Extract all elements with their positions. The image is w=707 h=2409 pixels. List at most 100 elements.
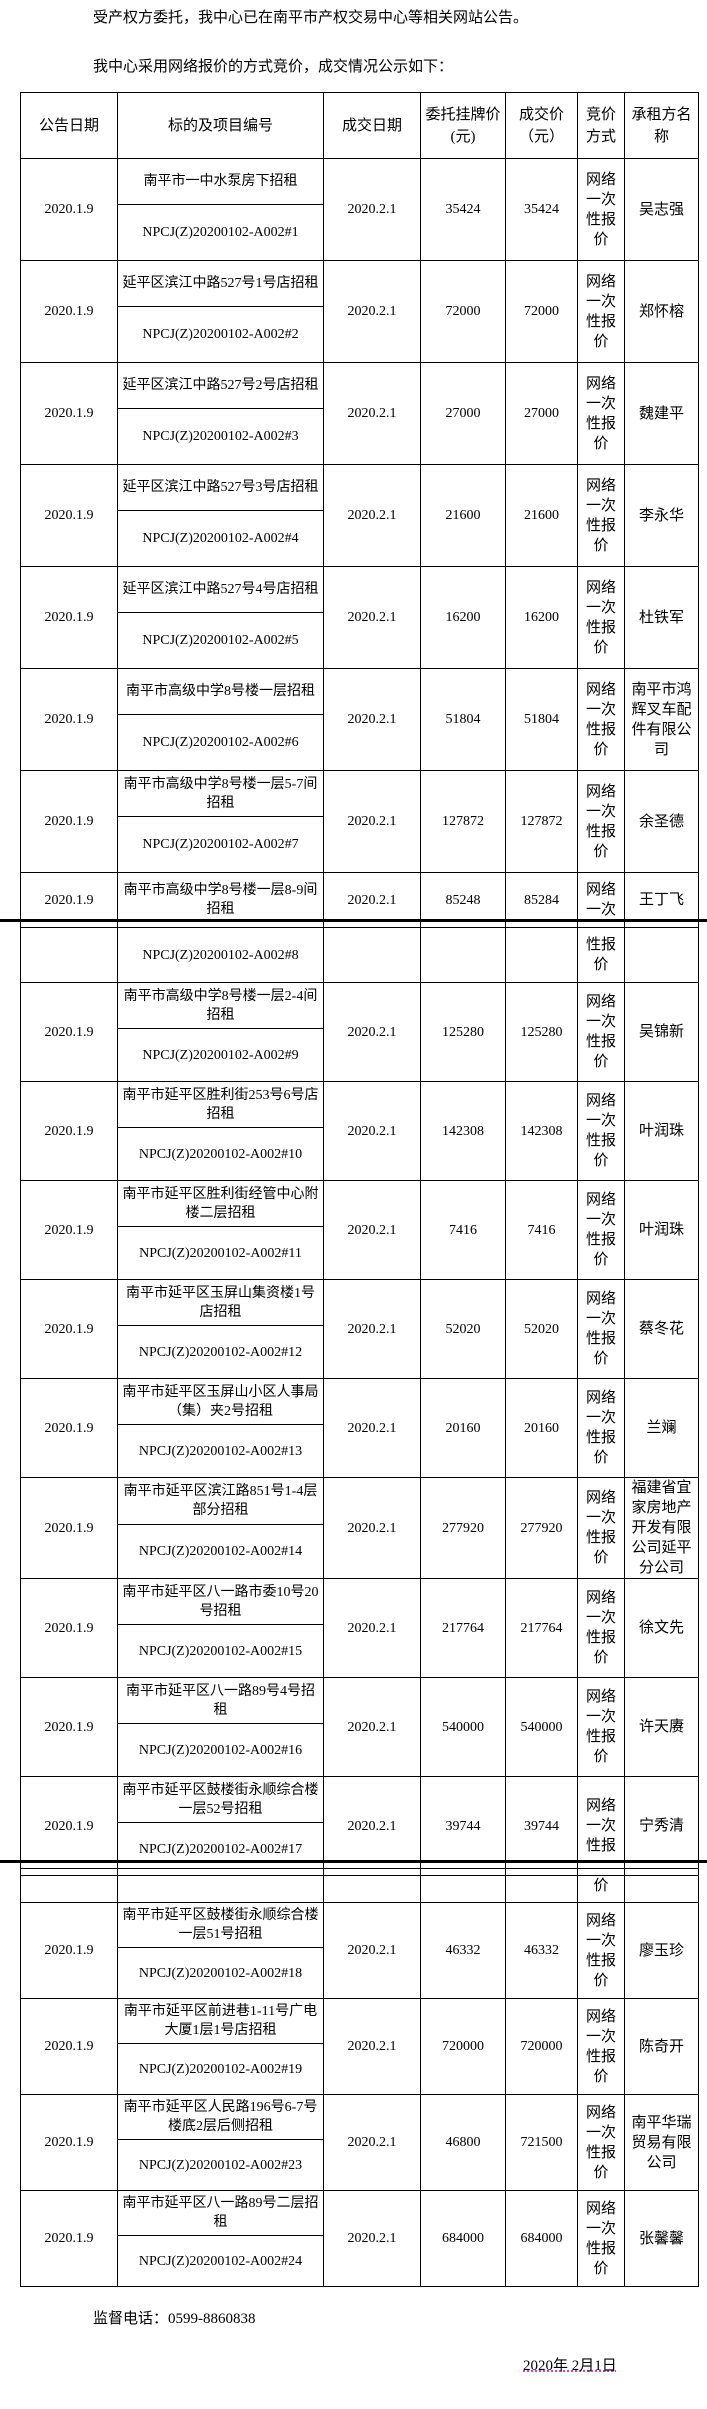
bid-method: 网络一次性报价 bbox=[577, 566, 625, 669]
list-price-empty bbox=[420, 1868, 506, 1903]
deal-price: 51804 bbox=[505, 668, 578, 771]
table-row-code: NPCJ(Z)20200102-A002#23 bbox=[21, 2139, 699, 2191]
item-title: 南平市延平区八一路市委10号20号招租 bbox=[117, 1578, 324, 1625]
table-row-code: NPCJ(Z)20200102-A002#5 bbox=[21, 612, 699, 669]
list-price: 720000 bbox=[420, 1998, 506, 2095]
bid-method: 性报价 bbox=[577, 927, 625, 983]
deal-price: 540000 bbox=[505, 1677, 578, 1777]
header-deal-price: 成交价（元） bbox=[505, 92, 578, 159]
item-code: NPCJ(Z)20200102-A002#3 bbox=[117, 408, 324, 465]
deal-date: 2020.2.1 bbox=[323, 1677, 421, 1777]
deal-date: 2020.2.1 bbox=[323, 260, 421, 363]
bid-method: 网络一次性报价 bbox=[577, 362, 625, 465]
list-price: 142308 bbox=[420, 1081, 506, 1181]
bid-method: 网络一次 bbox=[577, 872, 625, 928]
lessee-name: 郑怀榕 bbox=[624, 260, 699, 363]
deal-price: 85284 bbox=[505, 872, 578, 928]
table-header-row: 公告日期 标的及项目编号 成交日期 委托挂牌价(元) 成交价（元） 竞价方式 承租方名称 bbox=[20, 92, 699, 159]
deal-price: 72000 bbox=[505, 260, 578, 363]
item-title: 南平市高级中学8号楼一层8-9间招租 bbox=[117, 872, 324, 928]
page-break-divider bbox=[0, 1860, 707, 1863]
lessee-name: 余圣德 bbox=[624, 770, 699, 873]
item-title: 南平市延平区鼓楼街永顺综合楼一层51号招租 bbox=[117, 1902, 324, 1948]
item-code: NPCJ(Z)20200102-A002#19 bbox=[117, 2043, 324, 2095]
bid-method: 网络一次性报价 bbox=[577, 1378, 625, 1478]
table-row-code: NPCJ(Z)20200102-A002#19 bbox=[21, 2043, 699, 2095]
table-row: 2020.1.9 南平市延平区人民路196号6-7号楼底2层后侧招租 2020.2.… bbox=[20, 2094, 699, 2191]
lessee-name-empty bbox=[624, 1868, 699, 1903]
deal-price: 217764 bbox=[505, 1578, 578, 1678]
bid-method: 网络一次性报价 bbox=[577, 982, 625, 1082]
deal-price: 16200 bbox=[505, 566, 578, 669]
list-price: 51804 bbox=[420, 668, 506, 771]
lessee-name: 陈奇开 bbox=[624, 1998, 699, 2095]
bid-method: 网络一次性报价 bbox=[577, 1279, 625, 1379]
announce-date: 2020.1.9 bbox=[20, 1081, 118, 1181]
announce-date: 2020.1.9 bbox=[20, 2094, 118, 2191]
table-row: 2020.1.9 南平市延平区滨江路851号1-4层部分招租 2020.2.1 277… bbox=[20, 1477, 699, 1579]
table-row: 2020.1.9 南平市延平区鼓楼街永顺综合楼一层51号招租 2020.2.1 463… bbox=[20, 1902, 699, 1999]
announce-date-empty bbox=[20, 1868, 118, 1903]
deal-price-empty bbox=[505, 1868, 578, 1903]
bid-method: 网络一次性报价 bbox=[577, 2094, 625, 2191]
header-item-title: 标的及项目编号 bbox=[117, 92, 324, 159]
table-row: 2020.1.9 南平市高级中学8号楼一层5-7间招租 2020.2.1 127872… bbox=[20, 770, 699, 873]
item-title: 南平市延平区胜利街253号6号店招租 bbox=[117, 1081, 324, 1128]
item-title: 南平市延平区鼓楼街永顺综合楼一层52号招租 bbox=[117, 1776, 324, 1823]
announce-date: 2020.1.9 bbox=[20, 2190, 118, 2287]
list-price: 39744 bbox=[420, 1776, 506, 1876]
table-row: 2020.1.9 南平市延平区胜利街经管中心附楼二层招租 2020.2.1 7416 7… bbox=[20, 1180, 699, 1280]
lessee-name: 吴锦新 bbox=[624, 982, 699, 1082]
table-row: 2020.1.9 延平区滨江中路527号4号店招租 2020.2.1 16200 162… bbox=[20, 566, 699, 669]
deal-price: 52020 bbox=[505, 1279, 578, 1379]
bid-method: 网络一次性报价 bbox=[577, 158, 625, 261]
list-price: 46800 bbox=[420, 2094, 506, 2191]
bid-method: 网络一次性报价 bbox=[577, 464, 625, 567]
deal-price: 142308 bbox=[505, 1081, 578, 1181]
deal-date: 2020.2.1 bbox=[323, 1081, 421, 1181]
item-code: NPCJ(Z)20200102-A002#9 bbox=[117, 1028, 324, 1082]
item-title: 南平市延平区前进巷1-11号广电大厦1层1号店招租 bbox=[117, 1998, 324, 2044]
deal-price: 684000 bbox=[505, 2190, 578, 2287]
deal-date: 2020.2.1 bbox=[323, 1776, 421, 1876]
deal-date: 2020.2.1 bbox=[323, 872, 421, 928]
item-title: 南平市延平区八一路89号4号招租 bbox=[117, 1677, 324, 1724]
deal-date: 2020.2.1 bbox=[323, 982, 421, 1082]
table-row: 2020.1.9 南平市延平区八一路89号二层招租 2020.2.1 684000 68… bbox=[20, 2190, 699, 2287]
results-table: NPCJ(Z)20200102-A002#8 性报价 2020.1.9 南平市高级中学… bbox=[20, 927, 699, 1876]
deal-price-empty bbox=[505, 927, 578, 983]
lessee-name: 张馨馨 bbox=[624, 2190, 699, 2287]
lessee-name: 叶润珠 bbox=[624, 1180, 699, 1280]
list-price: 127872 bbox=[420, 770, 506, 873]
table-row-code: NPCJ(Z)20200102-A002#3 bbox=[21, 408, 699, 465]
table-row: 2020.1.9 南平市延平区八一路89号4号招租 2020.2.1 540000 54… bbox=[20, 1677, 699, 1777]
list-price: 277920 bbox=[420, 1477, 506, 1579]
list-price: 85248 bbox=[420, 872, 506, 928]
bid-method: 网络一次性报价 bbox=[577, 1902, 625, 1999]
table-row: 2020.1.9 南平市延平区玉屏山小区人事局（集）夹2号招租 2020.2.1 20… bbox=[20, 1378, 699, 1478]
list-price: 125280 bbox=[420, 982, 506, 1082]
list-price: 684000 bbox=[420, 2190, 506, 2287]
deal-price: 21600 bbox=[505, 464, 578, 567]
item-code: NPCJ(Z)20200102-A002#6 bbox=[117, 714, 324, 771]
lessee-name: 吴志强 bbox=[624, 158, 699, 261]
announce-date: 2020.1.9 bbox=[20, 464, 118, 567]
list-price: 20160 bbox=[420, 1378, 506, 1478]
list-price: 52020 bbox=[420, 1279, 506, 1379]
deal-date: 2020.2.1 bbox=[323, 1180, 421, 1280]
item-code: NPCJ(Z)20200102-A002#2 bbox=[117, 306, 324, 363]
item-code: NPCJ(Z)20200102-A002#4 bbox=[117, 510, 324, 567]
item-title: 南平市延平区胜利街经管中心附楼二层招租 bbox=[117, 1180, 324, 1227]
bid-method: 网络一次性报价 bbox=[577, 668, 625, 771]
item-code: NPCJ(Z)20200102-A002#11 bbox=[117, 1226, 324, 1280]
deal-date: 2020.2.1 bbox=[323, 1902, 421, 1999]
item-code: NPCJ(Z)20200102-A002#10 bbox=[117, 1127, 324, 1181]
deal-price: 39744 bbox=[505, 1776, 578, 1876]
item-code: NPCJ(Z)20200102-A002#1 bbox=[117, 204, 324, 261]
table-row: 2020.1.9 南平市高级中学8号楼一层2-4间招租 2020.2.1 125280… bbox=[20, 982, 699, 1082]
item-code: NPCJ(Z)20200102-A002#8 bbox=[117, 927, 324, 983]
lessee-name: 兰斓 bbox=[624, 1378, 699, 1478]
deal-price: 721500 bbox=[505, 2094, 578, 2191]
announce-date: 2020.1.9 bbox=[20, 260, 118, 363]
deal-date-empty bbox=[323, 927, 421, 983]
